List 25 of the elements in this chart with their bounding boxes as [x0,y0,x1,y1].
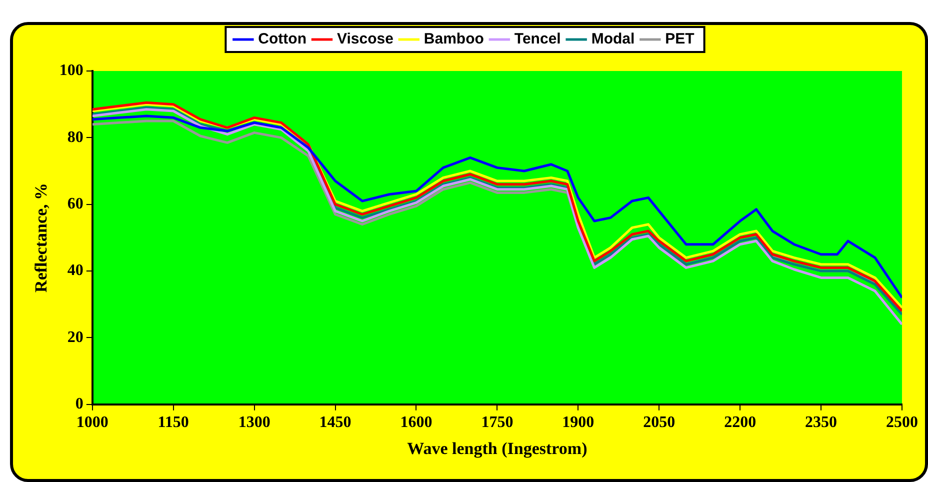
y-tick-label: 100 [59,62,84,80]
x-tick-label: 2350 [805,414,838,432]
legend-label: Tencel [514,30,561,48]
x-axis-title: Wave length (Ingestrom) [407,439,588,458]
x-tick-label: 2050 [643,414,676,432]
y-tick-label: 80 [67,128,84,146]
y-tick-label: 60 [67,196,84,212]
x-tick-label: 1600 [400,414,432,432]
y-tick-label: 0 [75,396,84,413]
x-tick-label: 2200 [724,414,756,432]
y-tick-label: 20 [67,328,84,346]
x-tick-label: 2500 [886,414,918,432]
legend-label: Modal [591,30,635,48]
y-axis-title: Reflectance, % [32,182,51,292]
legend-label: Cotton [258,30,306,48]
x-tick-label: 1300 [238,414,270,432]
legend-label: PET [665,30,694,48]
y-tick-label: 40 [67,262,84,280]
legend-label: Viscose [336,30,394,48]
x-tick-label: 1450 [319,414,352,432]
x-tick-label: 1750 [481,414,514,432]
x-tick-label: 1000 [76,414,108,432]
x-tick-label: 1900 [562,414,594,432]
x-tick-label: 1150 [158,414,189,432]
legend-label: Bamboo [424,30,484,48]
